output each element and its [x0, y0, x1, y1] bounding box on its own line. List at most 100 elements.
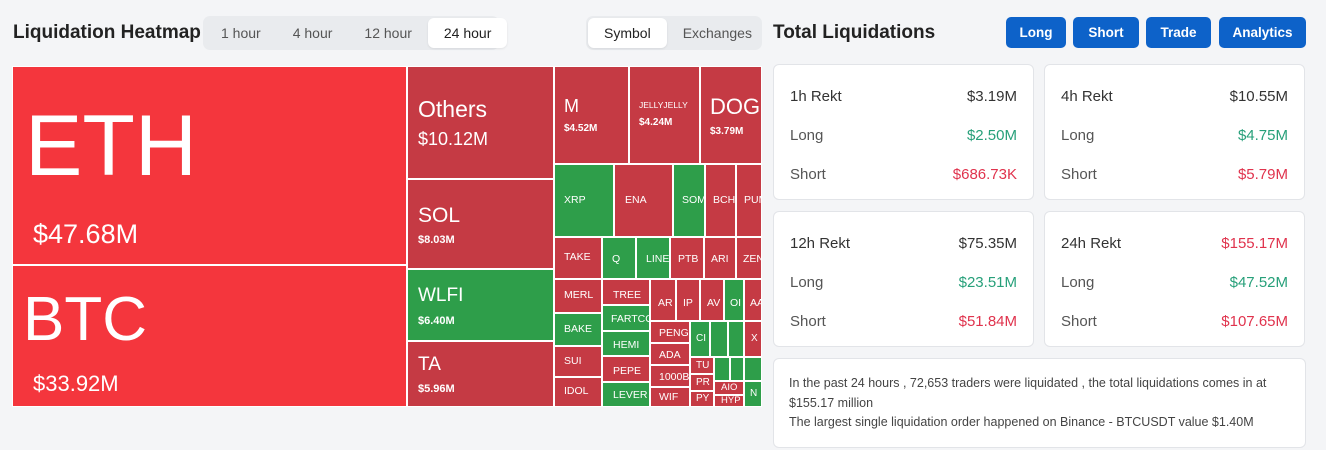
stat-card-4h: 4h Rekt $10.55M Long $4.75M Short $5.79M — [1044, 64, 1305, 200]
trade-button[interactable]: Trade — [1146, 17, 1211, 48]
time-option-12h[interactable]: 12 hour — [364, 25, 412, 41]
group-option-symbol[interactable]: Symbol — [588, 18, 667, 48]
stat-title: 24h Rekt — [1061, 235, 1122, 252]
tile-bake[interactable]: BAKE — [554, 313, 602, 346]
tile-xrp[interactable]: XRP — [554, 164, 614, 237]
tile-label: XRP — [564, 194, 586, 206]
tile-m-name: M — [564, 96, 579, 116]
tile-label: HYP — [721, 395, 741, 406]
time-range-selector: 1 hour 4 hour 12 hour 24 hour — [203, 16, 508, 50]
tile-tiny-green-3[interactable] — [714, 357, 730, 381]
tile-idol[interactable]: IDOL — [554, 377, 602, 407]
tile-lever[interactable]: LEVER — [602, 382, 650, 407]
tile-tiny-green-4[interactable] — [730, 357, 744, 381]
stat-card-24h: 24h Rekt $155.17M Long $47.52M Short $107.6… — [1044, 211, 1305, 347]
tile-n[interactable]: N — [744, 381, 762, 407]
tile-label: LINE — [646, 253, 670, 265]
tile-merl[interactable]: MERL — [554, 279, 602, 313]
tile-q[interactable]: Q — [602, 237, 636, 279]
tile-others[interactable]: Others $10.12M — [407, 66, 554, 179]
tile-zen[interactable]: ZEN — [736, 237, 762, 279]
tile-btc[interactable]: BTC $33.92M — [12, 265, 407, 407]
tile-eth[interactable]: ETH $47.68M — [12, 66, 407, 265]
tile-sol-value: $8.03M — [418, 234, 455, 246]
stat-title: 4h Rekt — [1061, 88, 1113, 105]
tile-take[interactable]: TAKE — [554, 237, 602, 279]
tile-ari[interactable]: ARI — [704, 237, 736, 279]
tile-pr[interactable]: PR — [690, 374, 714, 391]
tile-av[interactable]: AV — [700, 279, 724, 321]
tile-jellyjelly-value: $4.24M — [639, 117, 673, 128]
tile-m[interactable]: M $4.52M — [554, 66, 629, 164]
heatmap-title: Liquidation Heatmap — [13, 22, 201, 43]
stat-short-label: Short — [1061, 166, 1097, 183]
tile-tiny-green-5[interactable] — [744, 357, 762, 381]
tile-tiny-green-2[interactable] — [728, 321, 744, 357]
tile-aa[interactable]: AA — [744, 279, 762, 321]
tile-ar[interactable]: AR — [650, 279, 676, 321]
tile-1000bonk[interactable]: 1000B — [650, 365, 690, 387]
tile-tiny-green-1[interactable] — [710, 321, 728, 357]
tile-others-name: Others — [418, 96, 488, 122]
tile-hemi[interactable]: HEMI — [602, 331, 650, 356]
group-by-selector: Symbol Exchanges — [586, 16, 762, 50]
stat-card-12h: 12h Rekt $75.35M Long $23.51M Short $51.84M — [773, 211, 1034, 347]
tile-label: N — [750, 388, 758, 399]
tile-label: PENG — [659, 327, 689, 339]
tile-label: AR — [658, 297, 673, 309]
tile-oi[interactable]: OI — [724, 279, 744, 321]
tile-label: PTB — [678, 253, 699, 265]
tile-line[interactable]: LINE — [636, 237, 670, 279]
tile-label: AV — [707, 297, 721, 309]
tile-label: TREE — [613, 289, 642, 301]
tile-sui[interactable]: SUI — [554, 346, 602, 377]
tile-wlfi[interactable]: WLFI $6.40M — [407, 269, 554, 341]
stat-short-label: Short — [790, 313, 826, 330]
tile-label: PEPE — [613, 365, 642, 377]
tile-label: MERL — [564, 289, 594, 301]
tile-label: PUM — [744, 194, 761, 206]
tile-x[interactable]: X — [744, 321, 762, 357]
time-option-1h[interactable]: 1 hour — [221, 25, 261, 41]
stat-title: 12h Rekt — [790, 235, 851, 252]
tile-ip[interactable]: IP — [676, 279, 700, 321]
short-button[interactable]: Short — [1073, 17, 1139, 48]
tile-ta-name: TA — [418, 354, 441, 375]
stat-short-label: Short — [1061, 313, 1097, 330]
stat-long-label: Long — [1061, 127, 1095, 144]
long-button[interactable]: Long — [1006, 17, 1066, 48]
tile-bch[interactable]: BCH — [705, 164, 736, 237]
tile-sol[interactable]: SOL $8.03M — [407, 179, 554, 269]
tile-ta[interactable]: TA $5.96M — [407, 341, 554, 407]
tile-wif[interactable]: WIF — [650, 387, 690, 407]
tile-pump[interactable]: PUM — [736, 164, 762, 237]
tile-peng[interactable]: PENG — [650, 321, 690, 343]
tile-jellyjelly[interactable]: JELLYJELLY $4.24M — [629, 66, 700, 164]
tile-tree[interactable]: TREE — [602, 279, 650, 305]
time-option-24h[interactable]: 24 hour — [427, 18, 508, 48]
tile-ci[interactable]: CI — [690, 321, 710, 357]
tile-others-value: $10.12M — [418, 129, 489, 149]
tile-ada[interactable]: ADA — [650, 343, 690, 365]
stat-title: 1h Rekt — [790, 88, 842, 105]
time-option-4h[interactable]: 4 hour — [292, 25, 333, 41]
tile-som[interactable]: SOM — [673, 164, 705, 237]
tile-aio[interactable]: AIO — [714, 381, 744, 395]
tile-label: LEVER — [613, 389, 648, 401]
stat-long-label: Long — [1061, 274, 1095, 291]
stat-total: $75.35M — [958, 235, 1017, 252]
stat-total: $3.19M — [966, 88, 1017, 105]
tile-ptb[interactable]: PTB — [670, 237, 704, 279]
tile-label: PY — [696, 393, 710, 404]
group-option-exchanges[interactable]: Exchanges — [682, 25, 752, 41]
tile-hype[interactable]: HYP — [714, 395, 744, 407]
tile-doge[interactable]: DOGE $3.79M — [700, 66, 762, 164]
stat-total: $155.17M — [1221, 235, 1288, 252]
tile-py[interactable]: PY — [690, 391, 714, 407]
tile-fartcoin[interactable]: FARTCO — [602, 305, 650, 331]
tile-tu[interactable]: TU — [690, 357, 714, 374]
tile-pepe[interactable]: PEPE — [602, 356, 650, 382]
tile-label: OI — [730, 297, 742, 309]
tile-ena[interactable]: ENA — [614, 164, 673, 237]
analytics-button[interactable]: Analytics — [1219, 17, 1306, 48]
